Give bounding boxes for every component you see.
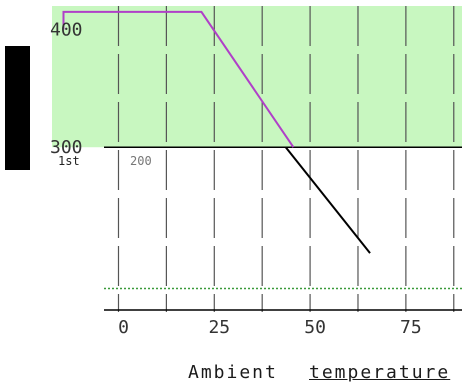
x-axis-label-ambient: Ambient [188, 362, 278, 383]
tick-labels: 400 300 0 25 50 75 [50, 20, 422, 338]
shaded-band [52, 6, 462, 148]
x-tick-label-25: 25 [208, 317, 230, 338]
series-layer [62, 10, 371, 254]
legend-label-200: 200 [130, 154, 152, 168]
x-tick-label-75: 75 [400, 317, 422, 338]
series-line-0 [62, 10, 295, 148]
series-line-1 [284, 146, 371, 254]
side-bar [5, 46, 30, 170]
y-tick-label-400: 400 [50, 20, 83, 41]
x-tick-label-0: 0 [118, 317, 129, 338]
x-axis-label-temperature: temperature [309, 362, 451, 383]
legend: 1st 200 [58, 154, 152, 168]
y-tick-label-300: 300 [50, 137, 83, 158]
x-tick-label-50: 50 [304, 317, 326, 338]
grid [117, 6, 455, 312]
legend-label-1st: 1st [58, 154, 80, 168]
